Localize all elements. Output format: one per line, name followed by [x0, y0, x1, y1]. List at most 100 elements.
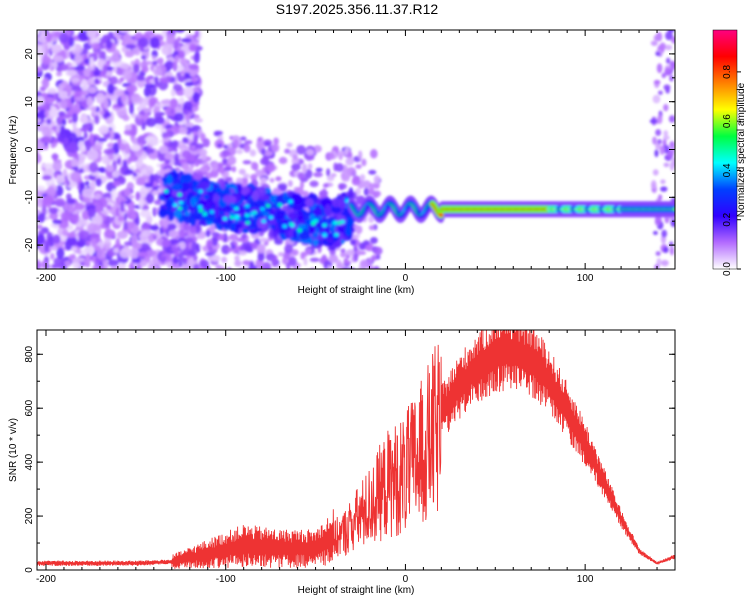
heatmap-noise-cell: [141, 229, 152, 237]
heatmap-noise-cell: [232, 248, 238, 254]
heatmap-noise-cell: [91, 265, 99, 269]
heatmap-noise-cell: [369, 237, 378, 244]
heatmap-noise-cell: [313, 145, 322, 153]
heatmap-noise-cell: [221, 244, 231, 255]
heatmap-noise-cell: [122, 114, 130, 122]
heatmap-noise-cell: [191, 173, 202, 180]
heatmap-noise-cell: [110, 95, 116, 101]
heatmap-noise-cell: [221, 256, 228, 264]
colorbar-tick-label: 0.4: [722, 163, 733, 177]
heatmap-noise-cell: [663, 130, 669, 137]
heatmap-noise-cell: [212, 237, 218, 246]
heatmap-band-cell: [215, 186, 223, 193]
heatmap-noise-cell: [172, 83, 183, 92]
heatmap-noise-cell: [123, 129, 135, 136]
heatmap-noise-cell: [670, 218, 675, 228]
heatmap-noise-cell: [289, 279, 295, 287]
heatmap-noise-cell: [340, 251, 347, 258]
heatmap-noise-cell: [273, 137, 279, 145]
heatmap-band-cell: [256, 217, 268, 229]
heatmap-band-peak: [268, 215, 274, 220]
heatmap-noise-cell: [368, 169, 377, 175]
heatmap-noise-cell: [231, 166, 237, 173]
heatmap-noise-cell: [136, 76, 146, 81]
heatmap-noise-cell: [257, 252, 265, 262]
heatmap-noise-cell: [218, 166, 226, 174]
heatmap-noise-cell: [183, 101, 193, 112]
heatmap-noise-cell: [653, 34, 660, 41]
heatmap-noise-cell: [72, 257, 85, 263]
heatmap-noise-cell: [170, 88, 176, 97]
heatmap-noise-cell: [303, 257, 308, 266]
heatmap-noise-cell: [115, 237, 121, 250]
heatmap-noise-cell: [41, 55, 52, 66]
heatmap-noise-cell: [45, 32, 53, 43]
heatmap-noise-cell: [116, 230, 128, 239]
heatmap-noise-cell: [275, 176, 282, 182]
heatmap-noise-cell: [79, 181, 86, 190]
heatmap-noise-cell: [301, 276, 310, 285]
snr-x-tick-label: 0: [403, 574, 409, 585]
heatmap-noise-cell: [109, 129, 115, 141]
heatmap-noise-cell: [246, 275, 251, 282]
heatmap-noise-cell: [277, 252, 285, 257]
heatmap-noise-cell: [58, 32, 70, 43]
heatmap-noise-cell: [152, 190, 159, 196]
heatmap-band-cell: [181, 174, 190, 181]
heatmap-noise-cell: [111, 188, 118, 201]
snr-y-tick-label: 800: [24, 345, 35, 362]
snr-x-tick-label: -100: [216, 574, 236, 585]
heatmap-noise-cell: [119, 248, 131, 259]
heatmap-band-peak: [332, 220, 338, 225]
heatmap-noise-cell: [174, 55, 180, 63]
heatmap-noise-cell: [299, 180, 305, 190]
heatmap-noise-cell: [350, 239, 357, 246]
heatmap-noise-cell: [183, 85, 194, 98]
heatmap-noise-cell: [224, 176, 233, 182]
heatmap-noise-cell: [657, 139, 662, 145]
heatmap-noise-cell: [661, 72, 667, 79]
heatmap-noise-cell: [307, 163, 313, 170]
heatmap-noise-cell: [105, 59, 111, 67]
heatmap-y-tick-label: -10: [24, 190, 35, 205]
heatmap-noise-cell: [95, 214, 103, 226]
heatmap-noise-cell: [242, 160, 252, 165]
heatmap-noise-cell: [130, 60, 135, 67]
heatmap-band-peak: [209, 209, 215, 214]
heatmap-noise-cell: [654, 215, 662, 225]
heatmap-band-cell: [345, 226, 352, 237]
heatmap-noise-cell: [95, 92, 105, 104]
heatmap-noise-cell: [222, 158, 228, 166]
heatmap-noise-cell: [112, 49, 121, 58]
heatmap-noise-cell: [151, 55, 157, 61]
heatmap-noise-cell: [44, 241, 49, 253]
heatmap-noise-cell: [50, 142, 56, 149]
heatmap-noise-cell: [199, 259, 210, 268]
heatmap-noise-cell: [216, 162, 225, 168]
heatmap-noise-cell: [161, 250, 166, 256]
heatmap-noise-cell: [204, 271, 213, 276]
heatmap-noise-cell: [656, 63, 663, 74]
heatmap-noise-cell: [329, 272, 334, 281]
heatmap-noise-cell: [181, 150, 192, 159]
heatmap-noise-cell: [664, 67, 672, 76]
heatmap-band-peak: [288, 222, 294, 227]
heatmap-noise-cell: [665, 86, 670, 94]
heatmap-noise-cell: [89, 132, 94, 144]
heatmap-noise-cell: [184, 81, 194, 87]
heatmap-noise-cell: [250, 173, 258, 181]
heatmap-noise-cell: [171, 140, 179, 147]
heatmap-noise-cell: [55, 123, 61, 134]
heatmap-band-peak: [245, 220, 251, 225]
heatmap-noise-cell: [195, 143, 205, 149]
heatmap-noise-cell: [159, 169, 168, 175]
heatmap-band-peak: [177, 206, 183, 211]
heatmap-noise-cell: [97, 137, 107, 143]
heatmap-noise-cell: [65, 30, 72, 36]
heatmap-band-peak: [288, 199, 294, 204]
heatmap-noise-cell: [172, 247, 180, 253]
heatmap-noise-cell: [94, 193, 102, 200]
heatmap-noise-cell: [87, 77, 96, 85]
heatmap-noise-cell: [149, 224, 159, 231]
